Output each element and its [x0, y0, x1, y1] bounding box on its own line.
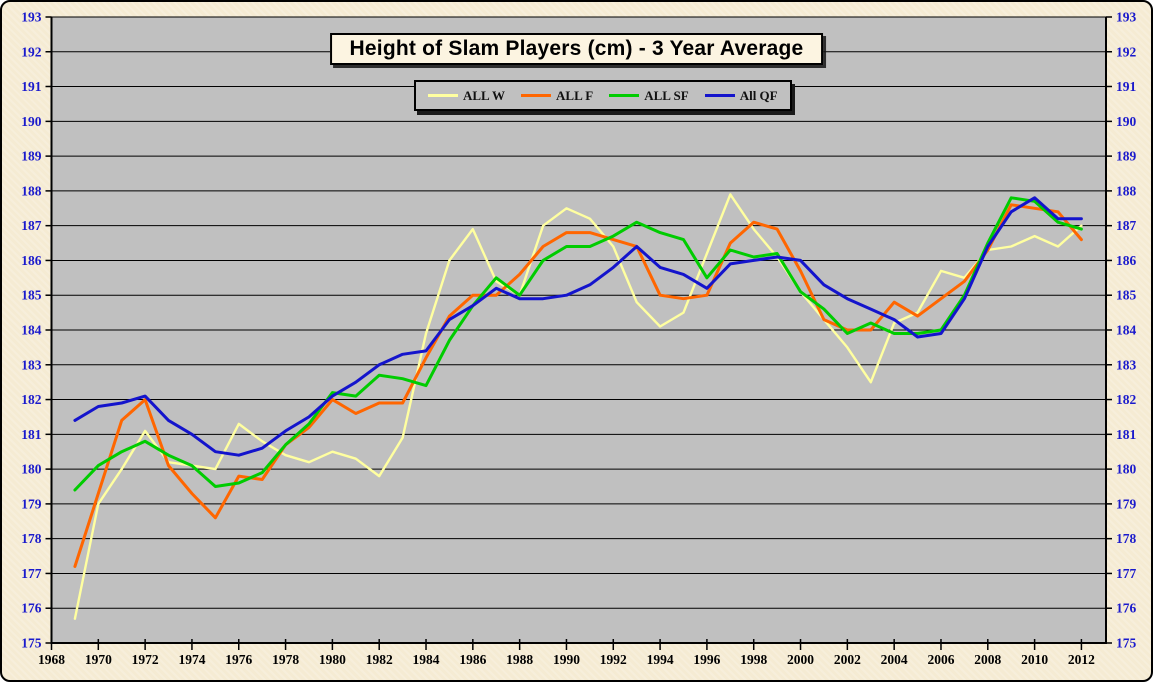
y-tick-label: 178 [1116, 531, 1137, 546]
legend-label: ALL W [463, 87, 506, 103]
y-tick-label: 187 [1116, 218, 1137, 233]
legend-item-all-w: ALL W [428, 88, 505, 104]
x-tick-label: 2000 [787, 652, 814, 667]
x-tick-label: 2012 [1068, 652, 1095, 667]
y-tick-label: 180 [21, 462, 42, 477]
series-line-all-f [73, 203, 1083, 568]
legend-label: All QF [739, 87, 778, 103]
x-tick-label: 1988 [506, 652, 533, 667]
legend-item-all-f: ALL F [521, 88, 593, 104]
x-tick-label: 1984 [413, 652, 440, 667]
y-tick-label: 190 [1116, 114, 1137, 129]
legend-item-all-qf: All QF [704, 87, 778, 104]
y-tick-label: 175 [1116, 636, 1137, 651]
legend-item-all-sf: ALL SF [609, 87, 689, 104]
chart-title: Height of Slam Players (cm) - 3 Year Ave… [349, 37, 804, 60]
x-tick-label: 1990 [553, 652, 580, 667]
y-tick-label: 176 [1116, 601, 1137, 616]
legend-label: ALL SF [644, 87, 689, 103]
chart-title-box: Height of Slam Players (cm) - 3 Year Ave… [329, 33, 824, 65]
y-tick-label: 188 [21, 183, 42, 198]
y-tick-label: 183 [21, 357, 42, 372]
y-tick-label: 181 [1116, 427, 1137, 442]
y-tick-label: 176 [21, 601, 42, 616]
y-tick-label: 192 [1116, 44, 1137, 59]
y-tick-label: 182 [1116, 392, 1137, 407]
y-tick-label: 190 [21, 114, 42, 129]
y-axis-labels-right: 175 176 177 178 179 180 181 182 183 184 185 186 187 1… [1116, 10, 1137, 651]
y-tick-label: 193 [1116, 10, 1137, 25]
x-tick-label: 1982 [366, 652, 393, 667]
x-tick-label: 1978 [272, 652, 299, 667]
x-tick-label: 1968 [38, 652, 65, 667]
y-tick-label: 185 [1116, 288, 1137, 303]
series-line-all-qf [73, 196, 1083, 457]
x-tick-label: 1998 [740, 652, 767, 667]
x-tick-label: 2004 [881, 652, 908, 667]
y-tick-label: 185 [21, 288, 42, 303]
x-tick-label: 1996 [693, 652, 720, 667]
y-tick-label: 186 [21, 253, 42, 268]
y-tick-label: 178 [21, 531, 42, 546]
chart-legend: ALL W ALL F ALL SF All QF [414, 80, 792, 111]
y-axis-labels-left: 175 176 177 178 179 180 181 182 183 184 185 186 187 1… [21, 10, 42, 651]
y-tick-label: 183 [1116, 357, 1137, 372]
gridlines [51, 16, 1106, 644]
x-tick-label: 1972 [132, 652, 159, 667]
y-tick-label: 177 [1116, 566, 1137, 581]
legend-line-swatch [521, 94, 552, 97]
legend-line-swatch [704, 94, 735, 97]
y-tick-label: 193 [21, 10, 42, 25]
x-tick-label: 1970 [85, 652, 112, 667]
y-tick-label: 191 [1116, 79, 1137, 94]
y-tick-label: 189 [21, 149, 42, 164]
y-tick-label: 189 [1116, 149, 1137, 164]
x-tick-label: 2006 [927, 652, 954, 667]
y-tick-label: 182 [21, 392, 42, 407]
y-tick-label: 184 [1116, 323, 1137, 338]
legend-label: ALL F [556, 87, 594, 103]
y-tick-label: 177 [21, 566, 42, 581]
x-axis-labels: 1968 1970 1972 1974 1976 1978 1980 1982 1984 1986… [38, 652, 1095, 667]
y-tick-label: 192 [21, 44, 42, 59]
legend-line-swatch [609, 94, 640, 97]
y-tick-label: 188 [1116, 183, 1137, 198]
x-tick-label: 1994 [647, 652, 674, 667]
y-tick-label: 186 [1116, 253, 1137, 268]
x-tick-label: 2008 [974, 652, 1001, 667]
y-tick-label: 180 [1116, 462, 1137, 477]
y-tick-label: 179 [1116, 496, 1137, 511]
x-tick-label: 2002 [834, 652, 861, 667]
y-tick-label: 179 [21, 496, 42, 511]
legend-line-swatch [428, 94, 458, 97]
x-tick-label: 2010 [1021, 652, 1048, 667]
y-tick-label: 187 [21, 218, 42, 233]
x-tick-label: 1986 [459, 652, 486, 667]
x-tick-label: 1992 [600, 652, 627, 667]
y-tick-label: 175 [21, 636, 42, 651]
y-tick-label: 184 [21, 323, 42, 338]
y-tick-label: 181 [21, 427, 42, 442]
x-tick-label: 1980 [319, 652, 346, 667]
x-tick-label: 1976 [225, 652, 252, 667]
axes [50, 16, 1107, 644]
y-tick-label: 191 [21, 79, 42, 94]
x-tick-label: 1974 [178, 652, 205, 667]
